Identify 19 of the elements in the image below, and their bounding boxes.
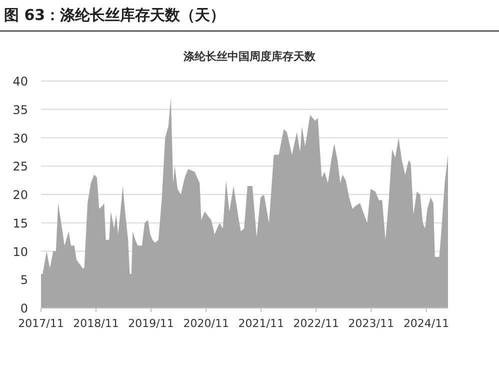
x-tick-label: 2020/11 — [183, 317, 229, 330]
y-tick-label: 20 — [12, 188, 28, 202]
x-tick-label: 2021/11 — [238, 317, 284, 330]
y-tick-label: 5 — [20, 273, 28, 288]
y-tick-label: 30 — [12, 131, 28, 146]
y-tick-label: 40 — [12, 74, 28, 88]
x-tick-label: 2023/11 — [348, 317, 394, 330]
x-tick-label: 2019/11 — [128, 317, 174, 330]
x-tick-label: 2022/11 — [293, 317, 339, 330]
y-tick-label: 0 — [20, 302, 28, 316]
chart-title: 图 63：涤纶长丝库存天数（天） — [4, 6, 226, 24]
y-tick-label: 15 — [12, 216, 28, 230]
y-tick-label: 10 — [12, 244, 28, 259]
x-tick-label: 2017/11 — [18, 317, 64, 330]
y-tick-label: 35 — [12, 102, 28, 117]
y-tick-label: 25 — [12, 160, 28, 174]
x-tick-label: 2018/11 — [73, 317, 119, 330]
chart-subtitle: 涤纶长丝中国周度库存天数 — [182, 50, 316, 63]
x-tick-label: 2024/11 — [403, 317, 450, 330]
